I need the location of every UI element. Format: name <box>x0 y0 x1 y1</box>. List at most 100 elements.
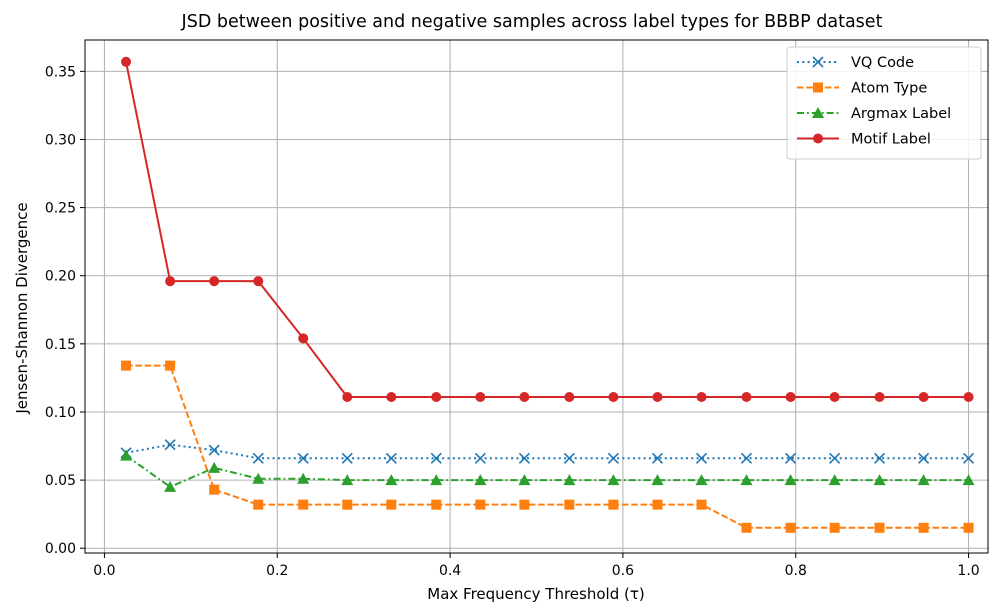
data-point-motif-label <box>298 333 309 344</box>
x-marker-stroke <box>740 452 753 464</box>
x-tick-label: 0.8 <box>785 563 807 579</box>
series-line-vq-code <box>125 443 969 460</box>
y-tick-label: 0.15 <box>45 337 76 353</box>
data-point-argmax-label <box>740 474 753 486</box>
y-axis-ticks: 0.00 0.05 0.10 0.15 0.20 0.25 0.30 0.35 <box>45 64 85 557</box>
x-marker-stroke <box>297 452 309 464</box>
legend-marker-argmax-label <box>812 107 824 118</box>
data-point-motif-label <box>386 391 397 402</box>
x-tick-label: 0.6 <box>612 563 634 579</box>
x-marker-stroke <box>164 439 176 451</box>
data-point-argmax-label <box>873 474 886 486</box>
series-line-argmax-label <box>125 454 969 488</box>
data-point-argmax-label <box>385 474 398 486</box>
data-point-atom-type <box>431 499 442 510</box>
data-point-atom-type <box>829 522 840 533</box>
data-point-argmax-label <box>164 480 177 492</box>
data-point-argmax-label <box>784 474 797 486</box>
x-axis-ticks: 0.0 0.2 0.4 0.6 0.8 1.0 <box>93 553 980 579</box>
data-point-motif-label <box>431 391 442 402</box>
x-marker-stroke <box>252 452 264 464</box>
data-point-vq-code <box>962 452 975 464</box>
y-tick-label: 0.30 <box>45 132 76 148</box>
data-point-motif-label <box>785 391 796 402</box>
data-point-argmax-label <box>607 474 620 486</box>
x-marker-stroke <box>430 452 442 464</box>
data-point-atom-type <box>564 499 575 510</box>
data-point-motif-label <box>608 391 619 402</box>
data-point-motif-label <box>741 391 752 402</box>
data-point-vq-code <box>474 452 486 464</box>
legend-marker-atom-type <box>813 82 823 93</box>
data-point-vq-code <box>252 452 264 464</box>
data-point-vq-code <box>651 452 664 464</box>
series-motif-label <box>121 56 974 402</box>
data-point-atom-type <box>209 484 220 495</box>
data-point-atom-type <box>342 499 353 510</box>
data-point-motif-label <box>696 391 707 402</box>
data-point-vq-code <box>385 452 397 464</box>
x-marker-stroke <box>962 452 975 464</box>
x-tick-label: 0.0 <box>93 563 115 579</box>
data-point-atom-type <box>785 522 796 533</box>
x-marker-stroke <box>341 452 353 464</box>
data-point-vq-code <box>518 452 530 464</box>
data-point-argmax-label <box>341 474 354 486</box>
x-axis-label: Max Frequency Threshold (τ) <box>427 585 644 603</box>
legend-label-argmax-label: Argmax Label <box>851 106 951 122</box>
data-point-argmax-label <box>208 461 221 473</box>
x-marker-stroke <box>518 452 530 464</box>
data-point-atom-type <box>475 499 486 510</box>
data-point-motif-label <box>253 276 264 287</box>
legend-item-atom-type: Atom Type <box>797 81 927 97</box>
data-point-argmax-label <box>651 474 664 486</box>
series-atom-type <box>121 360 974 533</box>
x-tick-label: 0.2 <box>266 563 288 579</box>
data-point-atom-type <box>386 499 397 510</box>
data-point-argmax-label <box>962 474 975 486</box>
x-marker-stroke <box>208 444 220 456</box>
plot-frame <box>84 39 989 554</box>
data-point-atom-type <box>298 499 309 510</box>
data-point-atom-type <box>918 522 929 533</box>
x-marker-stroke <box>812 56 824 68</box>
x-tick-label: 1.0 <box>957 563 979 579</box>
x-marker-stroke <box>385 452 397 464</box>
legend-item-argmax-label: Argmax Label <box>797 106 951 122</box>
series-vq-code <box>120 439 975 464</box>
y-tick-label: 0.35 <box>45 64 76 80</box>
legend-item-vq-code: VQ Code <box>797 55 914 71</box>
y-tick-label: 0.00 <box>45 541 76 557</box>
data-point-atom-type <box>874 522 885 533</box>
x-marker-stroke <box>563 452 575 464</box>
data-point-vq-code <box>873 452 886 464</box>
x-marker-stroke <box>651 452 664 464</box>
data-point-argmax-label <box>252 472 265 484</box>
data-point-motif-label <box>519 391 530 402</box>
legend-label-atom-type: Atom Type <box>851 81 927 97</box>
series-line-atom-type <box>126 364 969 529</box>
legend-marker-motif-label <box>813 133 823 144</box>
data-point-atom-type <box>652 499 663 510</box>
data-point-motif-label <box>564 391 575 402</box>
data-point-argmax-label <box>430 474 443 486</box>
chart-title: JSD between positive and negative sample… <box>181 12 883 32</box>
data-point-argmax-label <box>917 474 930 486</box>
data-point-atom-type <box>165 360 176 371</box>
legend-marker-vq-code <box>812 56 824 68</box>
data-point-atom-type <box>696 499 707 510</box>
data-point-atom-type <box>519 499 530 510</box>
data-point-argmax-label <box>563 474 576 486</box>
legend: VQ Code Atom Type Argmax Label Motif Label <box>786 46 982 160</box>
legend-box <box>786 46 982 160</box>
data-point-motif-label <box>963 391 974 402</box>
legend-item-motif-label: Motif Label <box>797 132 931 148</box>
data-point-motif-label <box>342 391 353 402</box>
data-point-vq-code <box>918 452 930 464</box>
x-marker-stroke <box>695 452 708 464</box>
data-point-motif-label <box>475 391 486 402</box>
y-tick-label: 0.20 <box>45 269 76 285</box>
data-point-vq-code <box>297 452 309 464</box>
data-point-vq-code <box>208 444 220 456</box>
data-point-vq-code <box>607 452 619 464</box>
